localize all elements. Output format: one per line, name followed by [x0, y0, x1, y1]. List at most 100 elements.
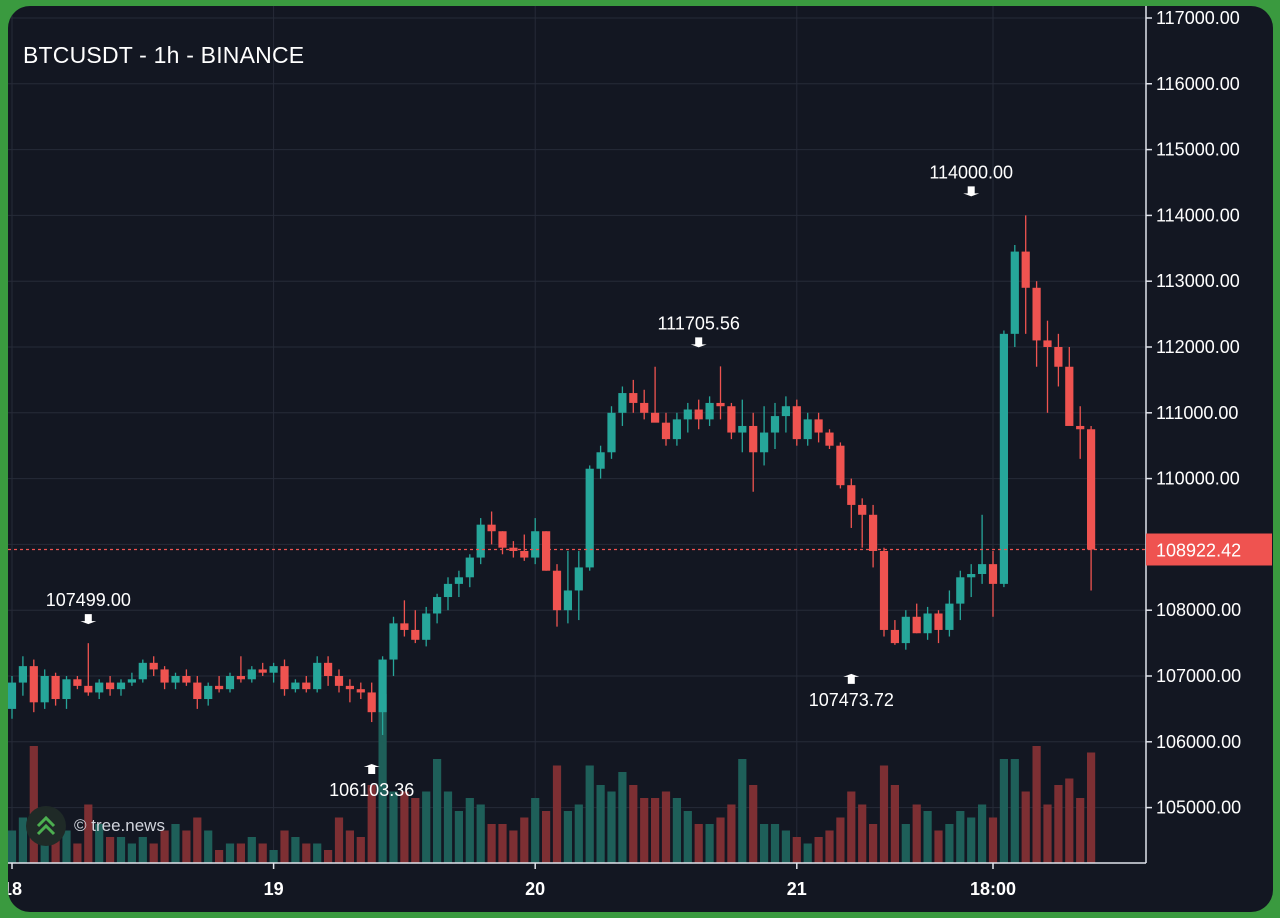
candle-body[interactable]	[836, 445, 845, 486]
candle-body[interactable]	[967, 574, 976, 578]
candle-body[interactable]	[247, 669, 256, 680]
candle-body[interactable]	[814, 419, 823, 433]
candle-body[interactable]	[956, 577, 965, 604]
candle-body[interactable]	[792, 406, 801, 440]
candle-body[interactable]	[215, 685, 224, 690]
candle-body[interactable]	[858, 504, 867, 515]
candle-body[interactable]	[738, 425, 747, 433]
candle-body[interactable]	[1065, 366, 1074, 426]
candle-body[interactable]	[269, 666, 278, 673]
candle-body[interactable]	[73, 679, 82, 686]
candle-body[interactable]	[487, 524, 496, 532]
candle-body[interactable]	[629, 393, 638, 403]
candle-body[interactable]	[825, 432, 834, 446]
candle-body[interactable]	[291, 682, 300, 690]
candle-body[interactable]	[1032, 287, 1041, 341]
candle-body[interactable]	[356, 689, 365, 693]
candle-body[interactable]	[542, 531, 551, 571]
candle-body[interactable]	[236, 676, 245, 680]
candle-body[interactable]	[1087, 429, 1096, 550]
candle-body[interactable]	[454, 577, 463, 584]
candle-body[interactable]	[934, 613, 943, 630]
candle-body[interactable]	[760, 432, 769, 453]
candle-body[interactable]	[749, 425, 758, 453]
candle-body[interactable]	[334, 676, 344, 686]
candle-body[interactable]	[411, 629, 420, 640]
candle-body[interactable]	[770, 416, 780, 433]
candle-body[interactable]	[923, 613, 932, 634]
candle-body[interactable]	[378, 659, 387, 713]
candle-body[interactable]	[531, 531, 540, 558]
candle-body[interactable]	[345, 685, 354, 690]
candle-body[interactable]	[29, 666, 38, 703]
candle-body[interactable]	[661, 422, 671, 440]
candle-body[interactable]	[1054, 347, 1063, 367]
candle-body[interactable]	[149, 662, 158, 670]
candle-body[interactable]	[596, 452, 605, 469]
candle-body[interactable]	[171, 676, 180, 683]
candle-body[interactable]	[1021, 251, 1030, 288]
candle-body[interactable]	[1043, 340, 1052, 347]
candle-body[interactable]	[890, 629, 899, 644]
candle-body[interactable]	[1010, 251, 1019, 334]
candle-body[interactable]	[694, 409, 703, 420]
candle-body[interactable]	[716, 402, 725, 407]
candle-body[interactable]	[1076, 425, 1085, 430]
candle-body[interactable]	[160, 669, 169, 683]
candle-body[interactable]	[182, 676, 191, 683]
candle-body[interactable]	[520, 550, 529, 558]
candle-body[interactable]	[476, 524, 485, 558]
candle-body[interactable]	[324, 662, 333, 676]
candle-body[interactable]	[879, 550, 889, 630]
candle-body[interactable]	[204, 685, 213, 700]
candle-body[interactable]	[901, 616, 910, 644]
candle-body[interactable]	[999, 333, 1008, 584]
candle-body[interactable]	[498, 531, 507, 548]
candle-body[interactable]	[106, 682, 115, 690]
candle-body[interactable]	[912, 616, 921, 634]
candle-body[interactable]	[313, 662, 322, 690]
candle-body[interactable]	[280, 666, 289, 690]
candle-body[interactable]	[574, 567, 583, 591]
candlestick-chart[interactable]: 107499.00 106103.36 111705.56 107473.72 1140…	[8, 6, 1273, 912]
candle-body[interactable]	[803, 419, 812, 440]
candle-body[interactable]	[84, 685, 93, 693]
candle-body[interactable]	[563, 590, 572, 611]
candle-body[interactable]	[465, 557, 474, 578]
candle-body[interactable]	[40, 676, 49, 703]
candle-body[interactable]	[433, 597, 442, 614]
candle-body[interactable]	[138, 662, 147, 680]
candle-body[interactable]	[618, 393, 627, 413]
candle-body[interactable]	[552, 570, 562, 611]
candle-body[interactable]	[945, 603, 954, 630]
candle-body[interactable]	[62, 679, 71, 700]
candle-body[interactable]	[127, 679, 136, 683]
candle-body[interactable]	[651, 412, 660, 423]
candle-body[interactable]	[585, 468, 594, 568]
candle-body[interactable]	[640, 402, 649, 413]
candle-body[interactable]	[193, 682, 202, 700]
candle-body[interactable]	[607, 412, 616, 453]
candle-body[interactable]	[705, 402, 714, 420]
candle-body[interactable]	[389, 623, 398, 660]
candle-body[interactable]	[225, 676, 235, 690]
candle-body[interactable]	[51, 676, 60, 700]
candle-body[interactable]	[978, 564, 987, 575]
candle-body[interactable]	[8, 682, 17, 709]
candle-body[interactable]	[683, 409, 692, 420]
candle-body[interactable]	[400, 623, 409, 630]
candle-body[interactable]	[988, 564, 998, 584]
candle-body[interactable]	[443, 583, 453, 598]
candle-body[interactable]	[116, 682, 126, 690]
candle-body[interactable]	[869, 514, 878, 551]
candle-body[interactable]	[727, 406, 736, 433]
candle-body[interactable]	[672, 419, 681, 440]
candle-body[interactable]	[258, 669, 267, 673]
candle-body[interactable]	[95, 682, 104, 693]
candle-body[interactable]	[18, 666, 27, 683]
candle-body[interactable]	[422, 613, 431, 640]
candle-body[interactable]	[781, 406, 790, 417]
candle-body[interactable]	[302, 682, 311, 690]
candle-body[interactable]	[847, 485, 856, 505]
candle-body[interactable]	[367, 692, 376, 713]
